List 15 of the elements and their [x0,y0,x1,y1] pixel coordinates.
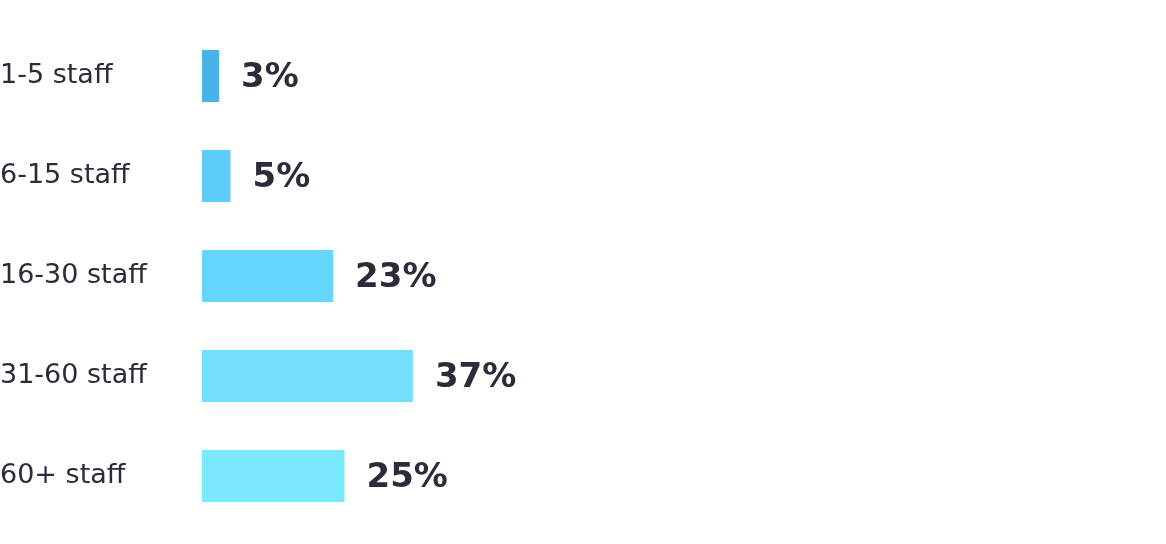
y-tick-label: 31-60 staff [0,358,149,390]
bar [202,150,231,202]
data-label: 3% [241,54,299,95]
data-label: 37% [434,354,517,395]
data-label: 23% [355,254,437,295]
y-tick-label: 6-15 staff [0,158,132,190]
y-tick-label: 16-30 staff [0,258,149,290]
data-label: 5% [252,154,311,195]
y-tick-label: 1-5 staff [0,58,114,90]
bar [202,250,334,302]
bar [202,450,345,502]
data-label: 25% [366,454,448,495]
bar [202,350,413,402]
bar [202,50,220,102]
y-tick-label: 60+ staff [0,458,127,490]
